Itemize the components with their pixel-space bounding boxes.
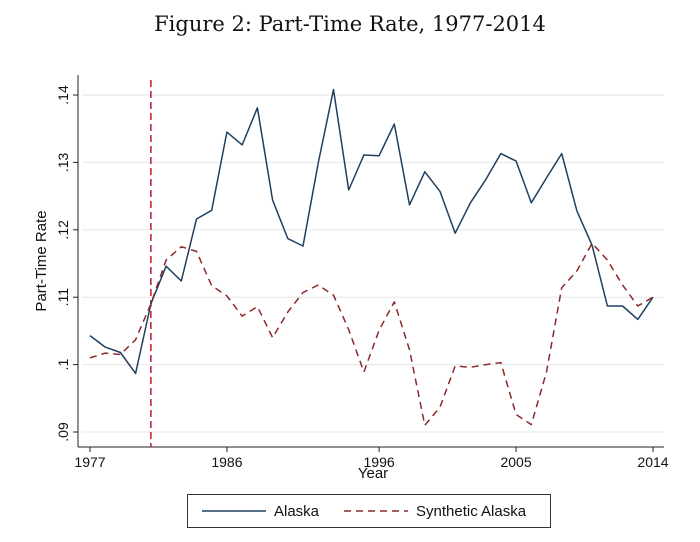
- gridlines: [82, 94, 664, 433]
- legend-item-alaska: Alaska: [202, 495, 319, 527]
- series-line-synthetic-alaska: [89, 242, 654, 427]
- series-lines: [89, 88, 654, 427]
- x-tick-label-3: 2005: [500, 454, 531, 470]
- x-tick-label-1: 1986: [211, 454, 242, 470]
- x-tick-label-4: 2014: [637, 454, 668, 470]
- y-tick-label-2: .11: [55, 288, 71, 307]
- plot-area: [82, 75, 664, 447]
- chart-title: Figure 2: Part-Time Rate, 1977-2014: [154, 12, 546, 36]
- x-tick-label-2: 1996: [364, 454, 395, 470]
- legend-swatch-solid: [202, 510, 266, 512]
- y-tick-label-0: .09: [55, 422, 71, 442]
- ticks: .09 .1 .11 .12 .13 .14 1977 1986 1996 2005 2014: [55, 85, 669, 470]
- x-tick-label-0: 1977: [74, 454, 105, 470]
- legend-item-synthetic-alaska: Synthetic Alaska: [344, 495, 526, 527]
- legend: Alaska Synthetic Alaska: [187, 494, 551, 528]
- line-chart: .09 .1 .11 .12 .13 .14 1977 1986 1996 2005 2014 Ye…: [33, 75, 669, 482]
- y-tick-label-3: .12: [55, 220, 71, 240]
- y-tick-label-1: .1: [55, 359, 71, 371]
- y-tick-label-5: .14: [55, 85, 71, 105]
- axes: [77, 75, 664, 448]
- legend-label-synthetic-alaska: Synthetic Alaska: [416, 502, 527, 520]
- y-axis-title: Part-Time Rate: [33, 210, 50, 311]
- y-tick-label-4: .13: [55, 152, 71, 172]
- series-line-alaska: [89, 88, 654, 375]
- legend-swatch-dashed: [344, 510, 408, 512]
- legend-label-alaska: Alaska: [274, 502, 320, 520]
- x-axis-title: Year: [358, 465, 388, 482]
